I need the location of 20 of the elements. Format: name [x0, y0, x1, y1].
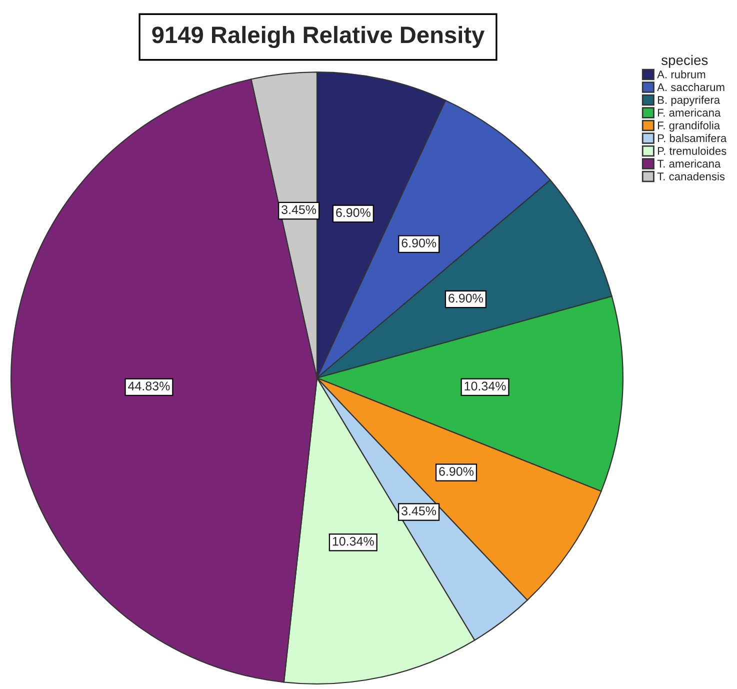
data-label: 44.83% [128, 382, 170, 390]
data-label: 6.90% [336, 208, 370, 218]
legend-label: T. americana [657, 159, 721, 168]
legend-title: species [661, 54, 708, 68]
data-label: 10.34% [464, 382, 506, 391]
data-label: 10.34% [332, 536, 374, 546]
legend-label: A. saccharum [657, 82, 724, 92]
legend-label: F. americana [658, 108, 721, 117]
legend-label: P. tremuloides [658, 146, 726, 155]
legend-label: T. canadensis [657, 172, 725, 180]
legend-label: F. grandifolia [658, 121, 720, 132]
data-label: 6.90% [448, 294, 483, 303]
data-label: 3.45% [402, 506, 436, 516]
legend-label: B. papyrifera [658, 96, 720, 106]
data-label: 3.45% [282, 205, 316, 214]
chart-title: 9149 Raleigh Relative Density [152, 26, 485, 48]
legend-label: A. rubrum [657, 70, 706, 78]
data-label: 6.90% [402, 238, 436, 248]
legend-label: P. balsamifera [658, 134, 727, 142]
data-label: 6.90% [439, 466, 474, 476]
